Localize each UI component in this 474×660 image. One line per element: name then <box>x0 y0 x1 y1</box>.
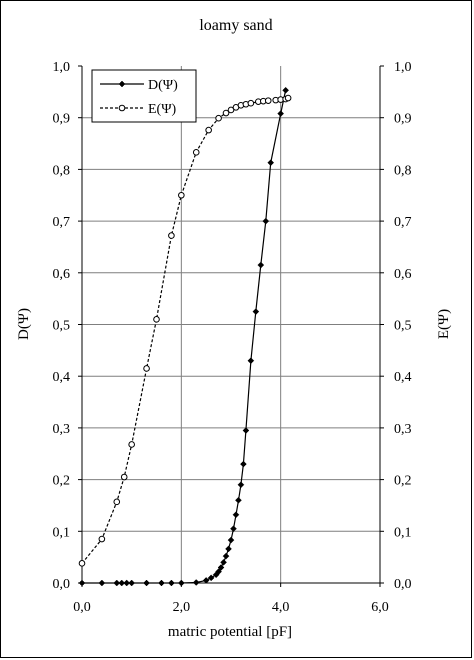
data-point <box>168 579 175 587</box>
legend: D(Ψ) E(Ψ) <box>91 69 197 123</box>
data-point <box>128 579 136 587</box>
data-point <box>78 579 86 587</box>
data-point <box>177 579 185 587</box>
data-point <box>153 316 160 323</box>
data-point <box>207 574 215 582</box>
data-point <box>277 110 285 117</box>
y2-tick-label: 0,8 <box>394 163 412 178</box>
chart-title: loamy sand <box>199 17 272 34</box>
legend-label: D(Ψ) <box>148 78 178 93</box>
data-point <box>262 217 270 225</box>
series-layer <box>78 86 292 587</box>
series-line <box>82 90 287 584</box>
data-point <box>123 579 131 587</box>
y-tick-label: 0,5 <box>53 319 71 334</box>
y-tick-label: 1,0 <box>53 60 71 75</box>
series-line <box>81 97 289 564</box>
data-point <box>227 106 235 114</box>
tick-labels: 0,0 0,00,1 0,10,2 0,20,3 0,30,4 0,40,5 0,50,6 0… <box>53 60 412 615</box>
data-point <box>282 86 289 94</box>
legend-label: E(Ψ) <box>148 102 177 117</box>
y2-tick-label: 0,0 <box>394 577 412 592</box>
y2-tick-label: 1,0 <box>394 60 412 75</box>
data-point <box>222 109 230 117</box>
data-point <box>230 525 237 533</box>
y-tick-label: 0,9 <box>53 112 71 127</box>
data-point <box>98 579 106 587</box>
data-point <box>178 191 185 199</box>
data-point <box>120 473 128 481</box>
data-point <box>242 427 250 434</box>
data-point <box>225 545 232 553</box>
data-point <box>205 126 212 134</box>
data-point <box>215 568 222 575</box>
y-tick-label: 0,2 <box>53 474 71 489</box>
legend-marker <box>118 80 126 88</box>
data-point <box>235 496 242 504</box>
x-tick-label: 2,0 <box>173 600 191 615</box>
y-tick-label: 0,8 <box>53 163 71 178</box>
data-point <box>217 564 225 571</box>
data-point <box>202 577 210 584</box>
y2-tick-label: 0,9 <box>394 112 412 127</box>
grid <box>82 66 380 583</box>
legend-marker <box>118 104 126 112</box>
data-point <box>128 441 135 448</box>
y2-tick-label: 0,1 <box>394 525 412 540</box>
data-point <box>118 579 126 587</box>
data-point <box>192 149 200 156</box>
data-point <box>98 535 106 543</box>
series-1 <box>78 86 289 587</box>
axes <box>78 65 384 587</box>
data-point <box>227 536 235 544</box>
x-tick-label: 4,0 <box>272 600 290 615</box>
data-point <box>264 97 272 104</box>
y-tick-label: 0,7 <box>53 215 71 230</box>
data-point <box>237 481 245 489</box>
data-point <box>220 558 227 566</box>
data-point <box>222 552 230 560</box>
y2-tick-label: 0,7 <box>394 215 412 230</box>
data-point <box>113 498 121 506</box>
legend-box <box>91 69 197 123</box>
y-tick-label: 0,1 <box>53 525 71 540</box>
data-point <box>78 560 86 567</box>
y2-tick-label: 0,3 <box>394 422 412 437</box>
y-tick-label: 0,4 <box>53 370 71 385</box>
y-axis-label: D(Ψ) <box>16 308 32 340</box>
data-point <box>232 511 240 519</box>
data-point <box>168 232 175 239</box>
data-point <box>284 94 292 102</box>
y2-tick-label: 0,6 <box>394 267 412 282</box>
x-tick-label: 6,0 <box>371 600 389 615</box>
y2-tick-label: 0,4 <box>394 370 412 385</box>
data-point <box>113 579 121 587</box>
data-point <box>158 579 165 587</box>
data-point <box>252 308 260 315</box>
data-point <box>192 579 200 586</box>
data-point <box>215 114 222 122</box>
y2-axis-label: E(Ψ) <box>436 309 452 339</box>
data-point <box>247 357 255 365</box>
data-point <box>240 460 247 468</box>
y2-tick-label: 0,2 <box>394 474 412 489</box>
x-axis-label: matric potential [pF] <box>168 624 292 640</box>
data-point <box>143 579 150 587</box>
data-point <box>267 159 275 167</box>
series-2 <box>78 94 292 567</box>
y-tick-label: 0,0 <box>53 577 71 592</box>
data-point <box>247 99 255 107</box>
y-tick-label: 0,3 <box>53 422 71 437</box>
y2-tick-label: 0,5 <box>394 319 412 334</box>
x-tick-label: 0,0 <box>73 600 91 615</box>
data-point <box>257 261 265 269</box>
y-tick-label: 0,6 <box>53 267 71 282</box>
data-point <box>143 365 150 372</box>
